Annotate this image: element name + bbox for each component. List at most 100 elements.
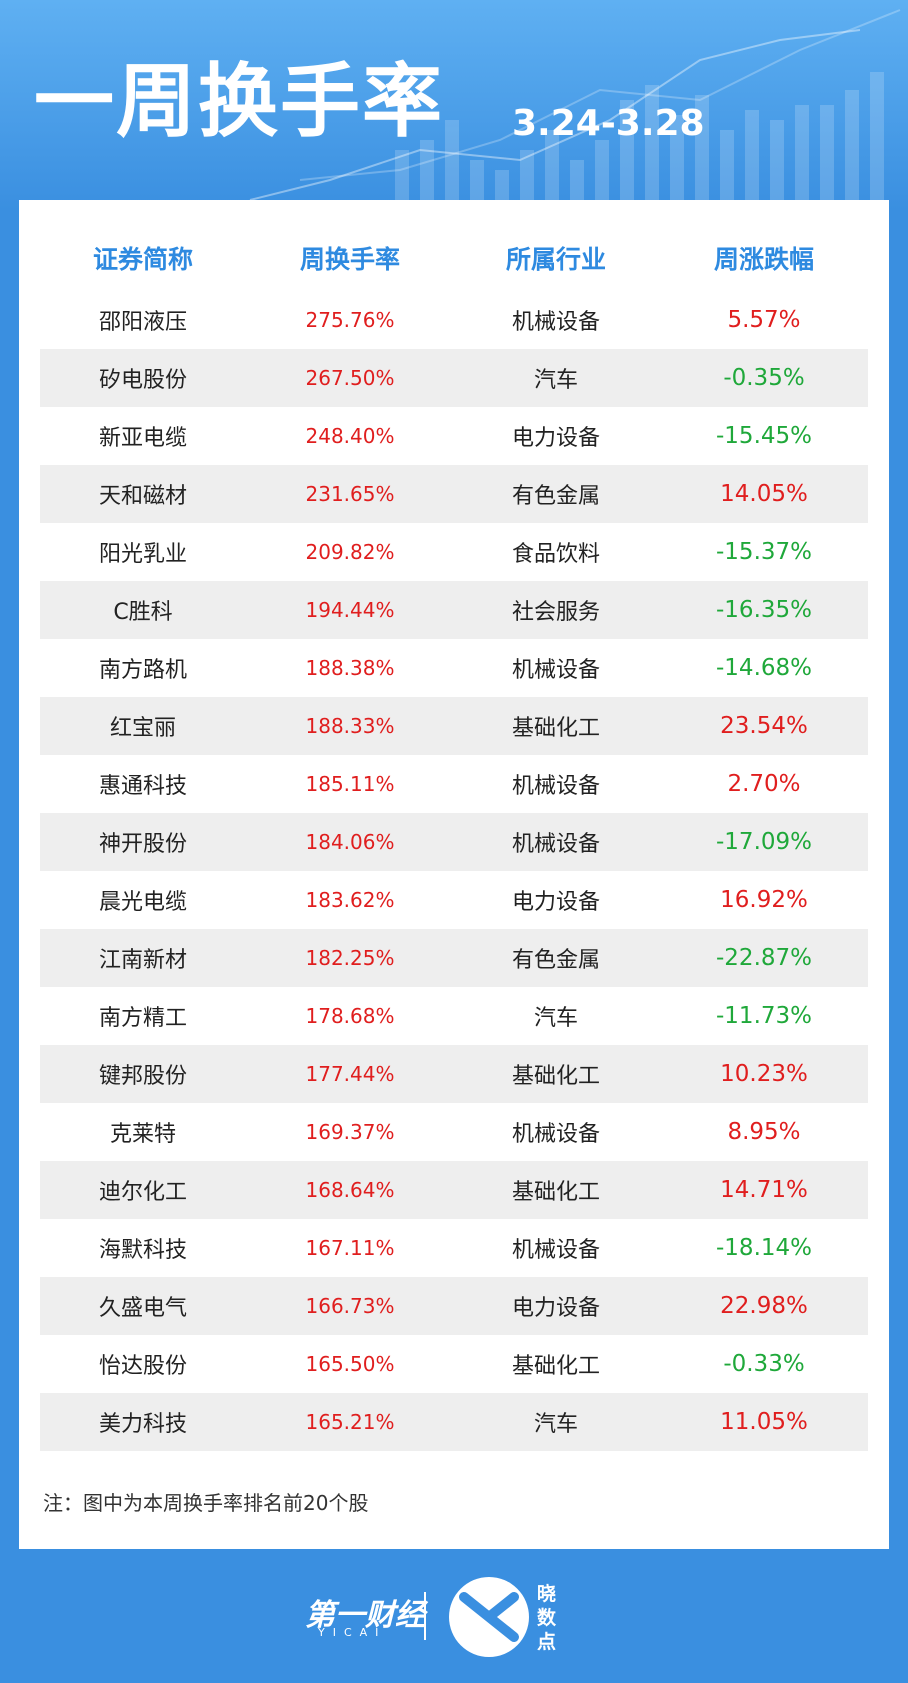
weekly-change: 10.23% [720,1061,808,1087]
industry: 汽车 [533,1006,578,1031]
weekly-change: 2.70% [727,771,801,797]
table-row: 阳光乳业 209.82% 食品饮料 -15.37% [40,523,868,581]
stock-name: 美力科技 [98,1412,187,1437]
weekly-change: -15.45% [716,423,812,449]
weekly-change: 16.92% [720,887,808,913]
industry: 机械设备 [511,658,600,683]
table-row: 晨光电缆 183.62% 电力设备 16.92% [40,871,868,929]
weekly-change: -15.37% [716,539,812,565]
turnover-rate: 188.33% [305,714,395,738]
table-row: 海默科技 167.11% 机械设备 -18.14% [40,1219,868,1277]
weekly-change: 5.57% [727,307,801,333]
weekly-change: 11.05% [720,1409,808,1435]
stock-name: 怡达股份 [98,1354,187,1379]
turnover-rate: 184.06% [305,830,395,854]
turnover-rate: 182.25% [305,946,395,970]
stock-name: 邵阳液压 [98,310,187,335]
column-header: 所属行业 [505,245,606,274]
decoration [249,9,901,210]
industry: 有色金属 [511,948,600,973]
table-row: 矽电股份 267.50% 汽车 -0.35% [40,349,868,407]
industry: 电力设备 [511,890,600,915]
industry: 基础化工 [511,1180,600,1205]
turnover-rate: 209.82% [305,540,395,564]
industry: 基础化工 [511,716,600,741]
column-header: 周换手率 [299,245,400,274]
stock-name: 晨光电缆 [98,890,187,915]
title: 一周换手率 [34,55,444,148]
table-row: 克莱特 169.37% 机械设备 8.95% [40,1103,868,1161]
table-row: 新亚电缆 248.40% 电力设备 -15.45% [40,407,868,465]
table-row: 江南新材 182.25% 有色金属 -22.87% [40,929,868,987]
stock-name: 迪尔化工 [98,1180,187,1205]
industry: 机械设备 [511,310,600,335]
stock-name: 惠通科技 [98,774,187,799]
industry: 电力设备 [511,426,600,451]
table-row: 南方路机 188.38% 机械设备 -14.68% [40,639,868,697]
turnover-rate: 165.21% [305,1410,395,1434]
industry: 基础化工 [511,1354,600,1379]
turnover-rate: 185.11% [305,772,395,796]
table-header: 证券简称 周换手率 所属行业 周涨跌幅 [40,229,868,287]
table-row: 久盛电气 166.73% 电力设备 22.98% [40,1277,868,1335]
logo-icon [449,1577,529,1657]
table-panel: 注：图中为本周换手率排名前20个股 证券简称 周换手率 所属行业 周涨跌幅 邵阳液压 27… [19,200,889,1549]
stock-name: 神开股份 [98,832,187,857]
weekly-change: -11.73% [716,1003,812,1029]
table-row: 美力科技 165.21% 汽车 11.05% [40,1393,868,1451]
weekly-change: -17.09% [716,829,812,855]
column-header: 周涨跌幅 [713,245,814,274]
table-row: 邵阳液压 275.76% 机械设备 5.57% [40,291,868,349]
brand-sub: YICAI [318,1626,387,1639]
table-row: 神开股份 184.06% 机械设备 -17.09% [40,813,868,871]
stock-name: 海默科技 [98,1238,187,1263]
turnover-rate: 165.50% [305,1352,395,1376]
weekly-change: -0.35% [723,365,805,391]
date-range: 3.24-3.28 [512,103,705,144]
industry: 基础化工 [511,1064,600,1089]
table-row: 南方精工 178.68% 汽车 -11.73% [40,987,868,1045]
industry: 食品饮料 [511,542,600,567]
industry: 电力设备 [511,1296,600,1321]
weekly-change: 22.98% [720,1293,808,1319]
table-row: C胜科 194.44% 社会服务 -16.35% [40,581,868,639]
turnover-rate: 267.50% [305,366,395,390]
stock-name: 红宝丽 [109,716,176,741]
stock-name: 南方路机 [98,658,187,683]
stock-name: 天和磁材 [98,484,187,509]
turnover-rate: 168.64% [305,1178,395,1202]
table-row: 键邦股份 177.44% 基础化工 10.23% [40,1045,868,1103]
stock-name: 江南新材 [98,948,187,973]
turnover-rate: 275.76% [305,308,395,332]
header: 一周换手率 3.24-3.28 [0,0,908,210]
turnover-rate: 248.40% [305,424,395,448]
separator [424,1592,426,1640]
weekly-change: 8.95% [727,1119,801,1145]
stock-name: 矽电股份 [98,368,187,393]
turnover-rate: 167.11% [305,1236,395,1260]
stock-name: 克莱特 [109,1122,176,1147]
footnote: 注：图中为本周换手率排名前20个股 [43,1491,369,1515]
table-row: 怡达股份 165.50% 基础化工 -0.33% [40,1335,868,1393]
industry: 机械设备 [511,1238,600,1263]
stock-name: 阳光乳业 [98,542,187,567]
turnover-rate: 231.65% [305,482,395,506]
turnover-rate: 166.73% [305,1294,395,1318]
stock-name: 键邦股份 [98,1064,187,1089]
table-row: 迪尔化工 168.64% 基础化工 14.71% [40,1161,868,1219]
weekly-change: 14.05% [720,481,808,507]
industry: 机械设备 [511,774,600,799]
weekly-change: 23.54% [720,713,808,739]
stock-name: 南方精工 [98,1006,187,1031]
weekly-change: -22.87% [716,945,812,971]
industry: 有色金属 [511,484,600,509]
weekly-change: -16.35% [716,597,812,623]
industry: 社会服务 [511,600,600,625]
table-row: 红宝丽 188.33% 基础化工 23.54% [40,697,868,755]
turnover-rate: 183.62% [305,888,395,912]
turnover-rate: 194.44% [305,598,395,622]
table-row: 天和磁材 231.65% 有色金属 14.05% [40,465,868,523]
weekly-change: -18.14% [716,1235,812,1261]
stock-name: 新亚电缆 [98,426,187,451]
product-name: 晓数点 [537,1583,557,1653]
